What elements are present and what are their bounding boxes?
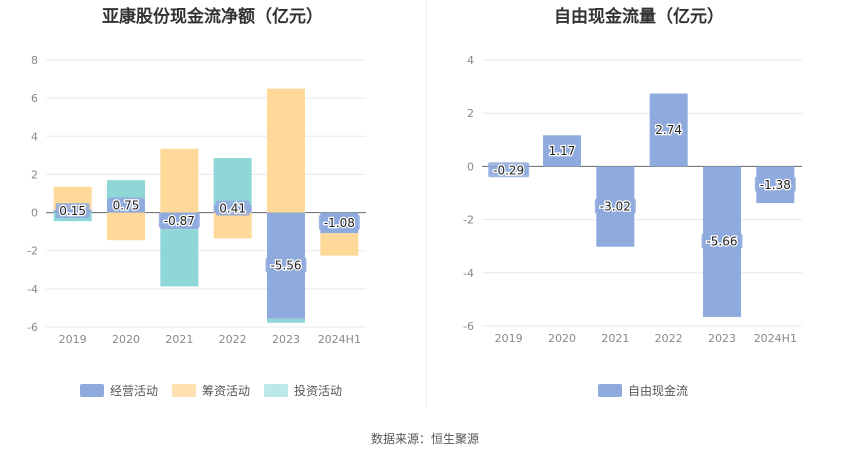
legend-item-financing[interactable]: 筹资活动 bbox=[172, 382, 250, 399]
bar-筹资活动 bbox=[160, 148, 199, 213]
data-label: -3.02 bbox=[600, 200, 631, 214]
data-label: -5.66 bbox=[706, 235, 737, 249]
data-label-bg bbox=[594, 198, 636, 214]
data-label-bg bbox=[265, 257, 307, 273]
legend-item-free-cash-flow[interactable]: 自由现金流 bbox=[598, 382, 688, 399]
left-chart-legend: 经营活动 筹资活动 投资活动 bbox=[80, 382, 342, 399]
data-label-bg bbox=[158, 212, 200, 228]
legend-label: 筹资活动 bbox=[202, 384, 251, 398]
data-label-bg bbox=[754, 176, 796, 192]
right-chart-title: 自由现金流量（亿元） bbox=[554, 7, 724, 27]
y-tick-label: 0 bbox=[31, 207, 38, 220]
legend-swatch bbox=[598, 384, 622, 397]
data-label-bg bbox=[55, 203, 90, 219]
data-label: 0.15 bbox=[59, 204, 86, 218]
y-tick-label: 4 bbox=[467, 54, 474, 67]
x-tick-label: 2023 bbox=[708, 332, 736, 345]
bar-筹资活动 bbox=[213, 212, 252, 239]
y-tick-label: 6 bbox=[31, 92, 38, 105]
data-label-bg bbox=[651, 121, 686, 137]
y-tick-label: -4 bbox=[463, 267, 474, 280]
y-tick-label: -6 bbox=[27, 321, 38, 334]
data-label: 0.41 bbox=[219, 202, 246, 216]
data-label-bg bbox=[488, 162, 530, 178]
bar-筹资活动 bbox=[320, 233, 359, 256]
data-label: 1.17 bbox=[549, 144, 576, 158]
data-label: -0.87 bbox=[164, 214, 195, 228]
bar-投资活动 bbox=[213, 158, 252, 205]
x-tick-label: 2021 bbox=[165, 333, 193, 346]
x-tick-label: 2020 bbox=[112, 333, 140, 346]
x-tick-label: 2020 bbox=[548, 332, 576, 345]
data-label: -1.38 bbox=[760, 178, 791, 192]
bar-投资活动 bbox=[160, 229, 199, 287]
y-tick-label: -4 bbox=[27, 283, 38, 296]
x-tick-label: 2019 bbox=[59, 333, 87, 346]
bar-筹资活动 bbox=[267, 88, 305, 213]
x-tick-label: 2024H1 bbox=[318, 333, 361, 346]
x-tick-label: 2023 bbox=[272, 333, 300, 346]
x-tick-label: 2022 bbox=[655, 332, 683, 345]
left-chart-title: 亚康股份现金流净额（亿元） bbox=[102, 7, 323, 27]
data-label: -1.08 bbox=[324, 216, 355, 230]
data-label-bg bbox=[701, 233, 743, 249]
x-tick-label: 2022 bbox=[219, 333, 247, 346]
legend-item-operating[interactable]: 经营活动 bbox=[80, 382, 158, 399]
legend-item-investing[interactable]: 投资活动 bbox=[264, 382, 342, 399]
data-label-bg bbox=[545, 142, 579, 158]
legend-swatch bbox=[172, 384, 197, 397]
data-label-bg bbox=[109, 197, 143, 213]
data-source-note: 数据来源：恒生聚源 bbox=[370, 432, 479, 446]
data-label-bg bbox=[215, 200, 250, 216]
y-tick-label: 8 bbox=[31, 54, 38, 67]
data-label: 0.75 bbox=[113, 198, 140, 212]
bar-筹资活动 bbox=[107, 212, 145, 241]
y-tick-label: 2 bbox=[31, 168, 38, 181]
bar-投资活动 bbox=[267, 318, 305, 323]
x-tick-label: 2021 bbox=[601, 332, 629, 345]
data-label: -0.29 bbox=[493, 163, 524, 177]
y-tick-label: -2 bbox=[27, 245, 38, 258]
right-chart-plot: -6 -4 -2 0 2 4 2019 2020 2021 2022 2023 2024H1 -0.29… bbox=[463, 54, 802, 345]
legend-label: 自由现金流 bbox=[628, 384, 689, 398]
panel-divider bbox=[426, 0, 427, 408]
bar-投资活动 bbox=[107, 180, 145, 199]
right-chart-legend: 自由现金流 bbox=[598, 382, 688, 399]
legend-swatch bbox=[264, 384, 289, 397]
data-label: -5.56 bbox=[270, 259, 301, 273]
data-label-bg bbox=[318, 214, 360, 230]
y-tick-label: -2 bbox=[463, 214, 474, 227]
data-label: 2.74 bbox=[655, 123, 682, 137]
y-tick-label: 2 bbox=[467, 107, 474, 120]
legend-swatch bbox=[80, 384, 104, 397]
y-tick-label: -6 bbox=[463, 320, 474, 333]
legend-label: 经营活动 bbox=[110, 384, 159, 398]
x-tick-label: 2019 bbox=[495, 332, 523, 345]
legend-label: 投资活动 bbox=[294, 384, 343, 398]
y-tick-label: 4 bbox=[31, 130, 38, 143]
left-chart-plot: -6 -4 -2 0 2 4 6 8 2019 2020 2021 2022 2023 2024H1 0.1… bbox=[27, 54, 366, 346]
y-tick-label: 0 bbox=[467, 160, 474, 173]
x-tick-label: 2024H1 bbox=[754, 332, 797, 345]
